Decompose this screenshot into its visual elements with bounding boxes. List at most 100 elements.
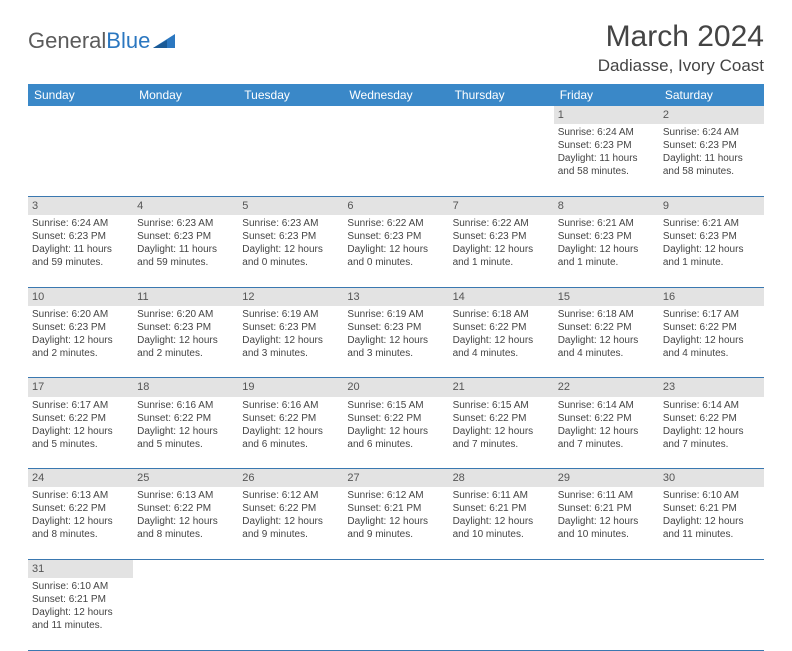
daylight-text: Daylight: 12 hours and 10 minutes. xyxy=(453,515,550,541)
logo-flag-icon xyxy=(153,32,175,50)
day-number: 22 xyxy=(554,378,659,397)
sunset-text: Sunset: 6:23 PM xyxy=(453,230,550,243)
sunset-text: Sunset: 6:23 PM xyxy=(32,321,129,334)
day-number xyxy=(659,559,764,578)
day-number: 26 xyxy=(238,469,343,488)
day-number: 27 xyxy=(343,469,448,488)
sunrise-text: Sunrise: 6:16 AM xyxy=(137,399,234,412)
calendar-cell xyxy=(238,124,343,196)
calendar-cell: Sunrise: 6:15 AMSunset: 6:22 PMDaylight:… xyxy=(343,397,448,469)
daylight-text: Daylight: 12 hours and 2 minutes. xyxy=(137,334,234,360)
sunset-text: Sunset: 6:22 PM xyxy=(558,321,655,334)
calendar-cell: Sunrise: 6:21 AMSunset: 6:23 PMDaylight:… xyxy=(659,215,764,287)
daylight-text: Daylight: 12 hours and 8 minutes. xyxy=(32,515,129,541)
location: Dadiasse, Ivory Coast xyxy=(598,56,764,76)
sunset-text: Sunset: 6:23 PM xyxy=(137,321,234,334)
calendar-cell: Sunrise: 6:11 AMSunset: 6:21 PMDaylight:… xyxy=(449,487,554,559)
logo-text-general: General xyxy=(28,28,106,54)
day-number: 18 xyxy=(133,378,238,397)
day-number: 7 xyxy=(449,196,554,215)
day-number: 20 xyxy=(343,378,448,397)
logo-text-blue: Blue xyxy=(106,28,150,54)
sunset-text: Sunset: 6:22 PM xyxy=(453,321,550,334)
day-number: 8 xyxy=(554,196,659,215)
weekday-header: Friday xyxy=(554,84,659,106)
calendar-cell: Sunrise: 6:22 AMSunset: 6:23 PMDaylight:… xyxy=(343,215,448,287)
sunset-text: Sunset: 6:22 PM xyxy=(663,412,760,425)
daynum-row: 17181920212223 xyxy=(28,378,764,397)
daylight-text: Daylight: 12 hours and 8 minutes. xyxy=(137,515,234,541)
sunrise-text: Sunrise: 6:18 AM xyxy=(558,308,655,321)
daylight-text: Daylight: 12 hours and 6 minutes. xyxy=(242,425,339,451)
daylight-text: Daylight: 12 hours and 6 minutes. xyxy=(347,425,444,451)
calendar-cell xyxy=(28,124,133,196)
daynum-row: 10111213141516 xyxy=(28,287,764,306)
day-number xyxy=(238,106,343,124)
daynum-row: 3456789 xyxy=(28,196,764,215)
day-number xyxy=(133,559,238,578)
day-number xyxy=(133,106,238,124)
calendar-cell: Sunrise: 6:18 AMSunset: 6:22 PMDaylight:… xyxy=(554,306,659,378)
calendar-cell: Sunrise: 6:19 AMSunset: 6:23 PMDaylight:… xyxy=(238,306,343,378)
day-number: 12 xyxy=(238,287,343,306)
sunrise-text: Sunrise: 6:17 AM xyxy=(663,308,760,321)
sunrise-text: Sunrise: 6:16 AM xyxy=(242,399,339,412)
calendar-cell: Sunrise: 6:12 AMSunset: 6:22 PMDaylight:… xyxy=(238,487,343,559)
calendar-cell: Sunrise: 6:13 AMSunset: 6:22 PMDaylight:… xyxy=(133,487,238,559)
calendar-cell xyxy=(238,578,343,650)
daylight-text: Daylight: 12 hours and 7 minutes. xyxy=(558,425,655,451)
day-number: 9 xyxy=(659,196,764,215)
day-number: 5 xyxy=(238,196,343,215)
sunrise-text: Sunrise: 6:19 AM xyxy=(347,308,444,321)
calendar-row: Sunrise: 6:24 AMSunset: 6:23 PMDaylight:… xyxy=(28,215,764,287)
day-number: 24 xyxy=(28,469,133,488)
sunrise-text: Sunrise: 6:21 AM xyxy=(558,217,655,230)
daylight-text: Daylight: 12 hours and 4 minutes. xyxy=(558,334,655,360)
calendar-cell xyxy=(133,578,238,650)
daynum-row: 24252627282930 xyxy=(28,469,764,488)
day-number: 31 xyxy=(28,559,133,578)
sunset-text: Sunset: 6:23 PM xyxy=(558,139,655,152)
sunset-text: Sunset: 6:22 PM xyxy=(347,412,444,425)
day-number: 28 xyxy=(449,469,554,488)
sunrise-text: Sunrise: 6:24 AM xyxy=(558,126,655,139)
calendar-cell: Sunrise: 6:21 AMSunset: 6:23 PMDaylight:… xyxy=(554,215,659,287)
day-number: 25 xyxy=(133,469,238,488)
calendar-cell: Sunrise: 6:10 AMSunset: 6:21 PMDaylight:… xyxy=(659,487,764,559)
sunset-text: Sunset: 6:23 PM xyxy=(32,230,129,243)
day-number: 14 xyxy=(449,287,554,306)
sunrise-text: Sunrise: 6:10 AM xyxy=(32,580,129,593)
daylight-text: Daylight: 12 hours and 10 minutes. xyxy=(558,515,655,541)
calendar-cell: Sunrise: 6:20 AMSunset: 6:23 PMDaylight:… xyxy=(133,306,238,378)
calendar-cell xyxy=(449,124,554,196)
sunset-text: Sunset: 6:23 PM xyxy=(242,321,339,334)
calendar-cell: Sunrise: 6:23 AMSunset: 6:23 PMDaylight:… xyxy=(133,215,238,287)
calendar-cell: Sunrise: 6:11 AMSunset: 6:21 PMDaylight:… xyxy=(554,487,659,559)
sunrise-text: Sunrise: 6:10 AM xyxy=(663,489,760,502)
sunset-text: Sunset: 6:23 PM xyxy=(663,139,760,152)
day-number: 19 xyxy=(238,378,343,397)
sunrise-text: Sunrise: 6:17 AM xyxy=(32,399,129,412)
calendar-cell: Sunrise: 6:22 AMSunset: 6:23 PMDaylight:… xyxy=(449,215,554,287)
daylight-text: Daylight: 11 hours and 58 minutes. xyxy=(663,152,760,178)
daylight-text: Daylight: 12 hours and 1 minute. xyxy=(453,243,550,269)
calendar-cell: Sunrise: 6:12 AMSunset: 6:21 PMDaylight:… xyxy=(343,487,448,559)
day-number xyxy=(28,106,133,124)
calendar-row: Sunrise: 6:10 AMSunset: 6:21 PMDaylight:… xyxy=(28,578,764,650)
sunrise-text: Sunrise: 6:24 AM xyxy=(32,217,129,230)
day-number: 2 xyxy=(659,106,764,124)
daylight-text: Daylight: 11 hours and 59 minutes. xyxy=(32,243,129,269)
day-number xyxy=(449,106,554,124)
sunrise-text: Sunrise: 6:11 AM xyxy=(453,489,550,502)
sunset-text: Sunset: 6:22 PM xyxy=(558,412,655,425)
sunrise-text: Sunrise: 6:19 AM xyxy=(242,308,339,321)
day-number: 13 xyxy=(343,287,448,306)
day-number: 15 xyxy=(554,287,659,306)
calendar-cell: Sunrise: 6:18 AMSunset: 6:22 PMDaylight:… xyxy=(449,306,554,378)
day-number xyxy=(343,559,448,578)
calendar-row: Sunrise: 6:24 AMSunset: 6:23 PMDaylight:… xyxy=(28,124,764,196)
daylight-text: Daylight: 12 hours and 1 minute. xyxy=(558,243,655,269)
daynum-row: 31 xyxy=(28,559,764,578)
daylight-text: Daylight: 12 hours and 7 minutes. xyxy=(663,425,760,451)
day-number xyxy=(554,559,659,578)
